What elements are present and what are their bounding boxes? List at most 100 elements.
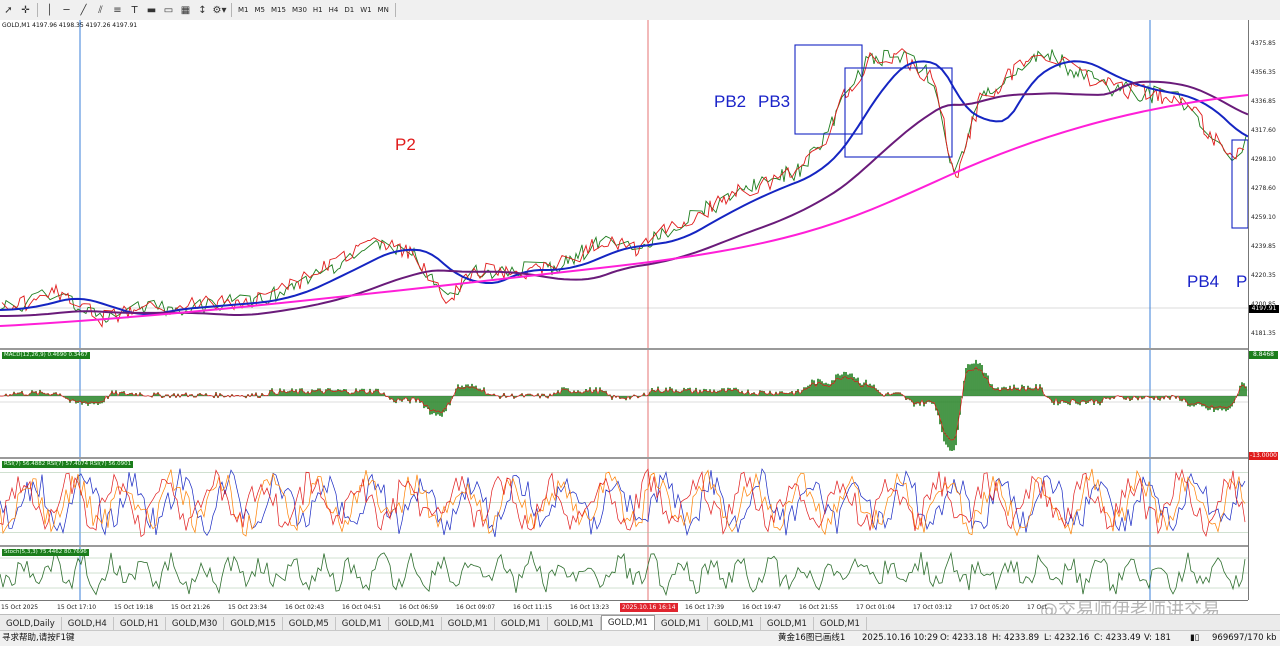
status-close: C: 4233.49	[1094, 633, 1141, 643]
macd-histogram	[0, 359, 1247, 451]
rsi-line-a	[0, 468, 1246, 538]
toolbar-divider	[37, 3, 38, 17]
text-icon[interactable]: T	[131, 4, 138, 16]
moving-average-fast	[0, 60, 1248, 315]
chart-tab[interactable]: GOLD,M1	[336, 617, 389, 631]
status-open: O: 4233.18	[940, 633, 988, 643]
time-label: 16 Oct 04:51	[342, 604, 382, 611]
objects-dropdown-icon[interactable]: ⚙▾	[212, 4, 227, 16]
macd-signal-line	[0, 366, 1247, 441]
annotation-pb3[interactable]: PB3	[758, 92, 791, 111]
time-label: 16 Oct 19:47	[742, 604, 782, 611]
pane-separator-macd[interactable]	[0, 348, 1280, 350]
timeframe-h4[interactable]: H4	[328, 6, 339, 14]
pb4-zone-rectangle	[1231, 139, 1248, 229]
timeframe-h1[interactable]: H1	[312, 6, 323, 14]
timeframe-d1[interactable]: D1	[344, 6, 355, 14]
rectangle-icon[interactable]: ▭	[163, 4, 174, 16]
chart-tab-active[interactable]: GOLD,M1	[600, 615, 655, 631]
annotation-pb2[interactable]: PB2	[714, 92, 747, 111]
chart-tab[interactable]: GOLD,M30	[166, 617, 225, 631]
status-high: H: 4233.89	[992, 633, 1040, 643]
timeframe-m1[interactable]: M1	[238, 6, 249, 14]
timeframe-mn[interactable]: MN	[377, 6, 389, 14]
toolbar-divider	[394, 3, 396, 17]
chart-tab[interactable]: GOLD,H1	[114, 617, 166, 631]
crosshair-icon[interactable]: ✛	[21, 4, 30, 16]
chart-tab[interactable]: GOLD,M1	[814, 617, 867, 631]
chart-tab[interactable]: GOLD,M1	[389, 617, 442, 631]
macd-label: MACD(12,26,9) 0.4690 0.3467	[2, 352, 90, 359]
time-label: 17 Oct 03:12	[913, 604, 953, 611]
price-candles-up	[0, 49, 1247, 323]
status-template: 黄金16图已画线1	[778, 633, 846, 643]
moving-average-mid	[0, 80, 1248, 317]
toolbar: ➚ ✛ │ ─ ╱ ⫽ ≡ T ▬ ▭ ▦ ↕ ⚙▾ M1 M5 M15 M30…	[0, 0, 1280, 21]
connection-icon: ▮▯	[1190, 633, 1200, 643]
chart-tabs: GOLD,Daily GOLD,H4 GOLD,H1 GOLD,M30 GOLD…	[0, 614, 1280, 631]
status-volume: V: 181	[1144, 633, 1171, 643]
chart-tab[interactable]: GOLD,M1	[708, 617, 761, 631]
price-label: 4259.10	[1251, 214, 1276, 221]
macd-top-value: 8.8468	[1249, 351, 1278, 359]
chart-canvas[interactable]	[0, 20, 1248, 600]
status-low: L: 4232.16	[1044, 633, 1090, 643]
symbol-info: GOLD,M1 4197.96 4198.35 4197.26 4197.91	[2, 22, 138, 29]
price-label: 4200.85	[1251, 301, 1276, 308]
trend-line-icon[interactable]: ╱	[80, 4, 87, 16]
timeframe-m30[interactable]: M30	[291, 6, 307, 14]
time-label: 17 Oct	[1027, 604, 1047, 611]
chart-area[interactable]	[0, 20, 1248, 600]
pb2-zone-rectangle	[794, 44, 863, 135]
chart-tab[interactable]: GOLD,M1	[761, 617, 814, 631]
price-label: 4336.85	[1251, 98, 1276, 105]
price-label: 4239.85	[1251, 243, 1276, 250]
price-label: 4220.35	[1251, 272, 1276, 279]
chart-tab[interactable]: GOLD,M1	[548, 617, 601, 631]
timeframe-w1[interactable]: W1	[360, 6, 372, 14]
grid-icon[interactable]: ▦	[180, 4, 191, 16]
stoch-main-line	[0, 551, 1246, 597]
time-label: 17 Oct 01:04	[856, 604, 896, 611]
time-label: 15 Oct 21:26	[171, 604, 211, 611]
chart-tab[interactable]: GOLD,M15	[224, 617, 283, 631]
rsi-line-b	[0, 468, 1246, 537]
label-icon[interactable]: ▬	[146, 4, 157, 16]
time-label: 15 Oct 2025	[1, 604, 39, 611]
rsi-line-c	[0, 468, 1246, 538]
price-label: 4278.60	[1251, 185, 1276, 192]
cursor-icon[interactable]: ➚	[4, 4, 13, 16]
rsi-label: RSI(7) 56.4882 RSI(7) 57.4074 RSI(7) 56.…	[2, 461, 134, 468]
fibonacci-icon[interactable]: ≡	[113, 4, 122, 16]
status-bar: 寻求帮助,请按F1键 黄金16图已画线1 2025.10.16 10:29 O:…	[0, 630, 1280, 646]
chart-tab[interactable]: GOLD,M1	[655, 617, 708, 631]
annotation-pb4[interactable]: PB4	[1187, 272, 1220, 291]
price-label: 4181.35	[1251, 330, 1276, 337]
price-label: 4375.85	[1251, 40, 1276, 47]
moving-average-slow	[0, 94, 1248, 327]
stoch-label: Stoch(5,3,3) 75.4462 80.7696	[2, 549, 89, 556]
chart-tab[interactable]: GOLD,M1	[495, 617, 548, 631]
arrow-icon[interactable]: ↕	[198, 4, 207, 16]
vertical-line-icon[interactable]: │	[46, 4, 53, 16]
annotation-p2[interactable]: P2	[395, 135, 416, 154]
horizontal-line-icon[interactable]: ─	[63, 4, 70, 16]
channel-icon[interactable]: ⫽	[98, 4, 103, 16]
timeframe-m15[interactable]: M15	[271, 6, 286, 14]
status-datetime: 2025.10.16 10:29	[862, 633, 938, 643]
time-label: 16 Oct 21:55	[799, 604, 839, 611]
pane-separator-stoch[interactable]	[0, 545, 1280, 547]
annotation-p[interactable]: P	[1236, 272, 1248, 291]
chart-tab[interactable]: GOLD,M5	[283, 617, 336, 631]
pane-separator-rsi[interactable]	[0, 457, 1280, 459]
time-label: 15 Oct 19:18	[114, 604, 154, 611]
pb3-zone-rectangle	[844, 67, 953, 158]
time-label: 16 Oct 13:23	[570, 604, 610, 611]
timeframe-m5[interactable]: M5	[254, 6, 266, 14]
chart-tab[interactable]: GOLD,H4	[62, 617, 114, 631]
status-traffic: 969697/170 kb	[1212, 633, 1277, 643]
chart-tab[interactable]: GOLD,Daily	[0, 617, 62, 631]
chart-tab[interactable]: GOLD,M1	[442, 617, 495, 631]
macd-bottom-value: -13.0000	[1249, 452, 1278, 460]
toolbar-divider	[231, 3, 232, 17]
